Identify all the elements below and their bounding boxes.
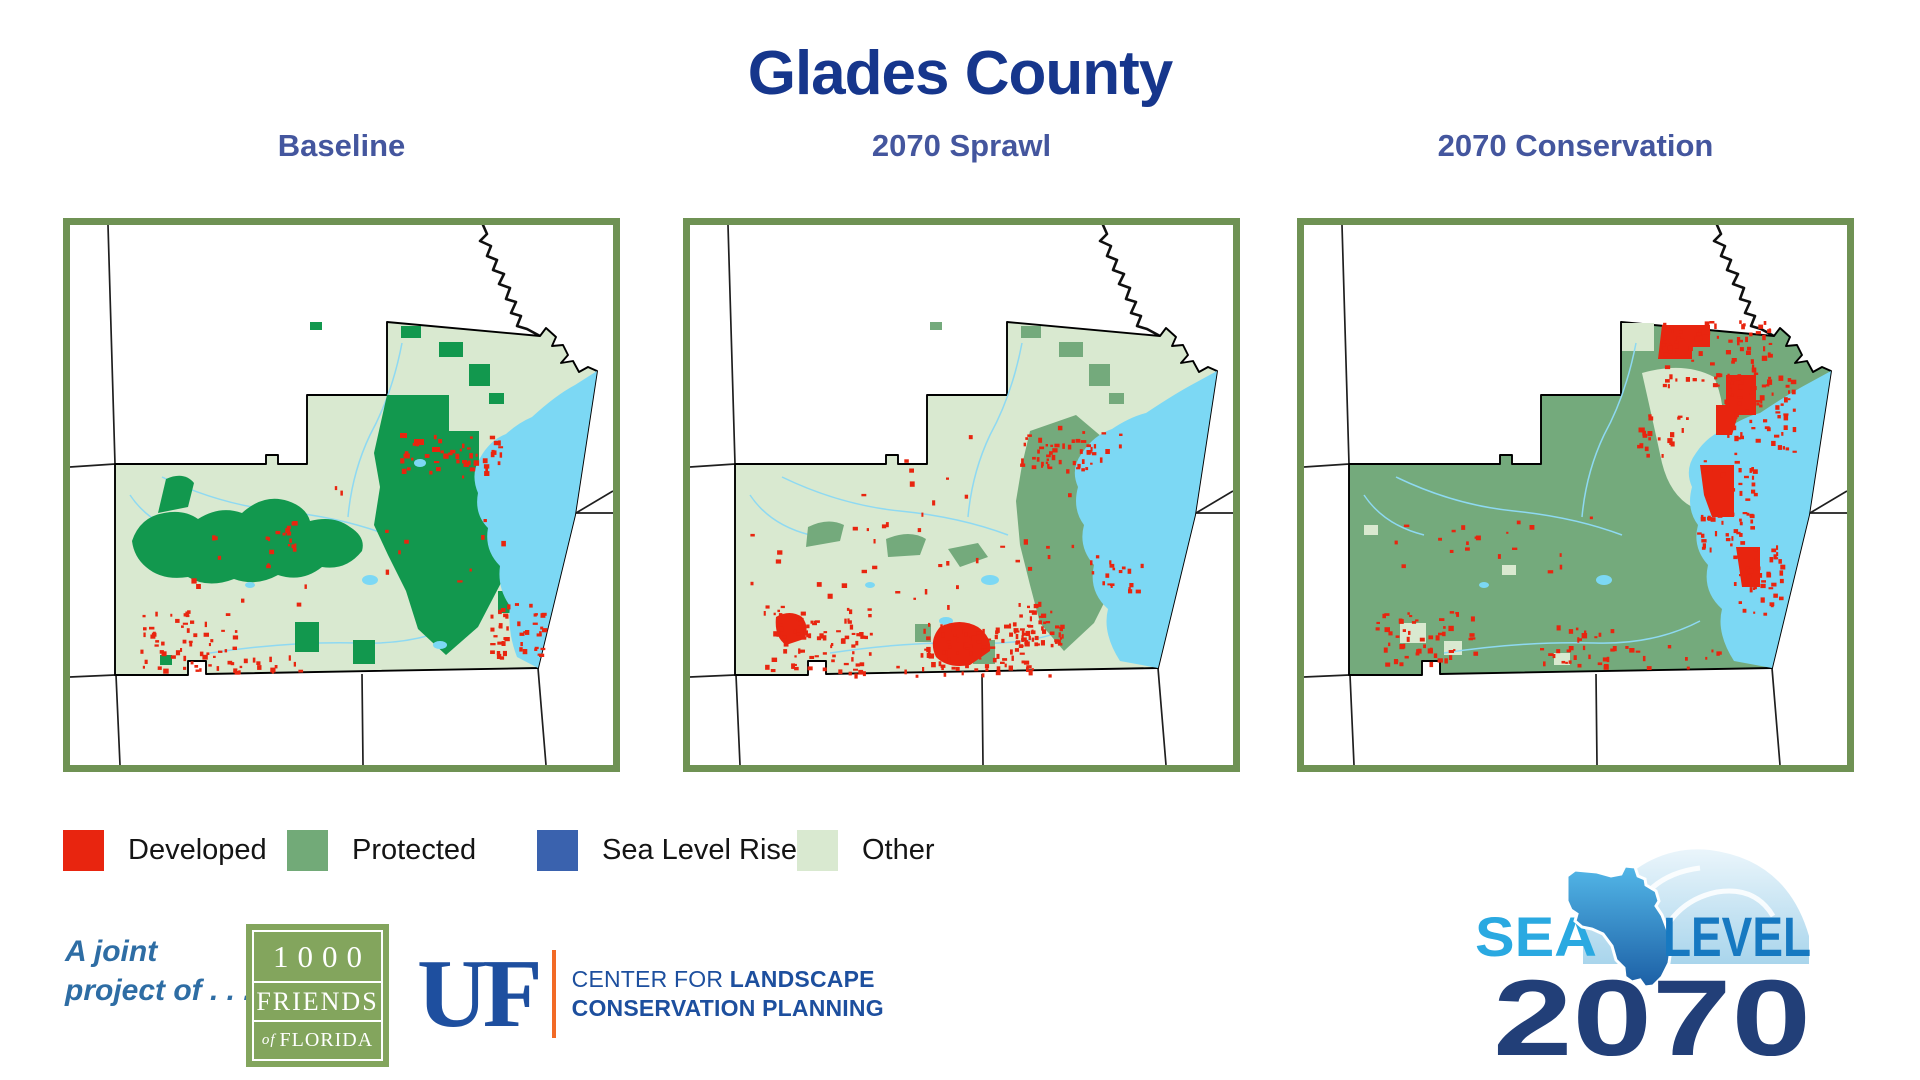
kissimmee-river-line [478,225,542,338]
legend-label: Sea Level Rise [602,834,798,866]
sea-level-rise-swatch [537,830,578,871]
other-swatch [797,830,838,871]
legend-label: Developed [128,834,267,866]
kissimmee-river-line [1098,225,1162,338]
developed-areas [1375,320,1797,670]
uf-monogram: UF [417,940,543,1048]
legend-label: Other [862,834,935,866]
panel-title-conservation: 2070 Conservation [1437,128,1714,163]
sea-level-2070-logo: SEA LEVEL 2070 [1475,849,1811,1071]
thousand-friends-of-florida-logo: 1000 FRIENDS of FLORIDA [246,924,389,1067]
uf-divider [551,950,556,1038]
sprawl-map [683,218,1240,772]
legend-label: Protected [352,834,477,866]
joint-project-text: A joint project of . . . [65,935,252,1007]
florida-icon [1565,864,1673,989]
lake-okeechobee [1479,371,1831,668]
friends-logo-florida: of FLORIDA [261,1029,374,1052]
protected-swatch [287,830,328,871]
legend-item-protected: Protected [287,830,476,871]
lake-okeechobee [865,371,1217,668]
level-text: LEVEL [1663,905,1811,968]
legend-item-sea-level-rise: Sea Level Rise [537,830,797,871]
legend-item-other: Other [797,830,935,871]
legend-item-developed: Developed [63,830,267,871]
panel-title-baseline: Baseline [277,128,406,163]
baseline-map [63,218,620,772]
developed-swatch [63,830,104,871]
uf-center-name: CENTER FOR LANDSCAPE CONSERVATION PLANNI… [571,965,884,1021]
uf-clcp-logo: UF CENTER FOR LANDSCAPE CONSERVATION PLA… [417,940,884,1048]
kissimmee-river-line [1712,225,1776,338]
panel-title-sprawl: 2070 Sprawl [871,128,1052,163]
friends-logo-1000: 1000 [254,932,381,984]
friends-logo-friends: FRIENDS [254,983,381,1023]
year-text: 2070 [1493,957,1811,1071]
lake-okeechobee [245,371,597,668]
page-title: Glades County [747,39,1174,108]
developed-areas [750,425,1144,679]
conservation-map [1297,218,1854,772]
developed-areas [140,433,548,675]
